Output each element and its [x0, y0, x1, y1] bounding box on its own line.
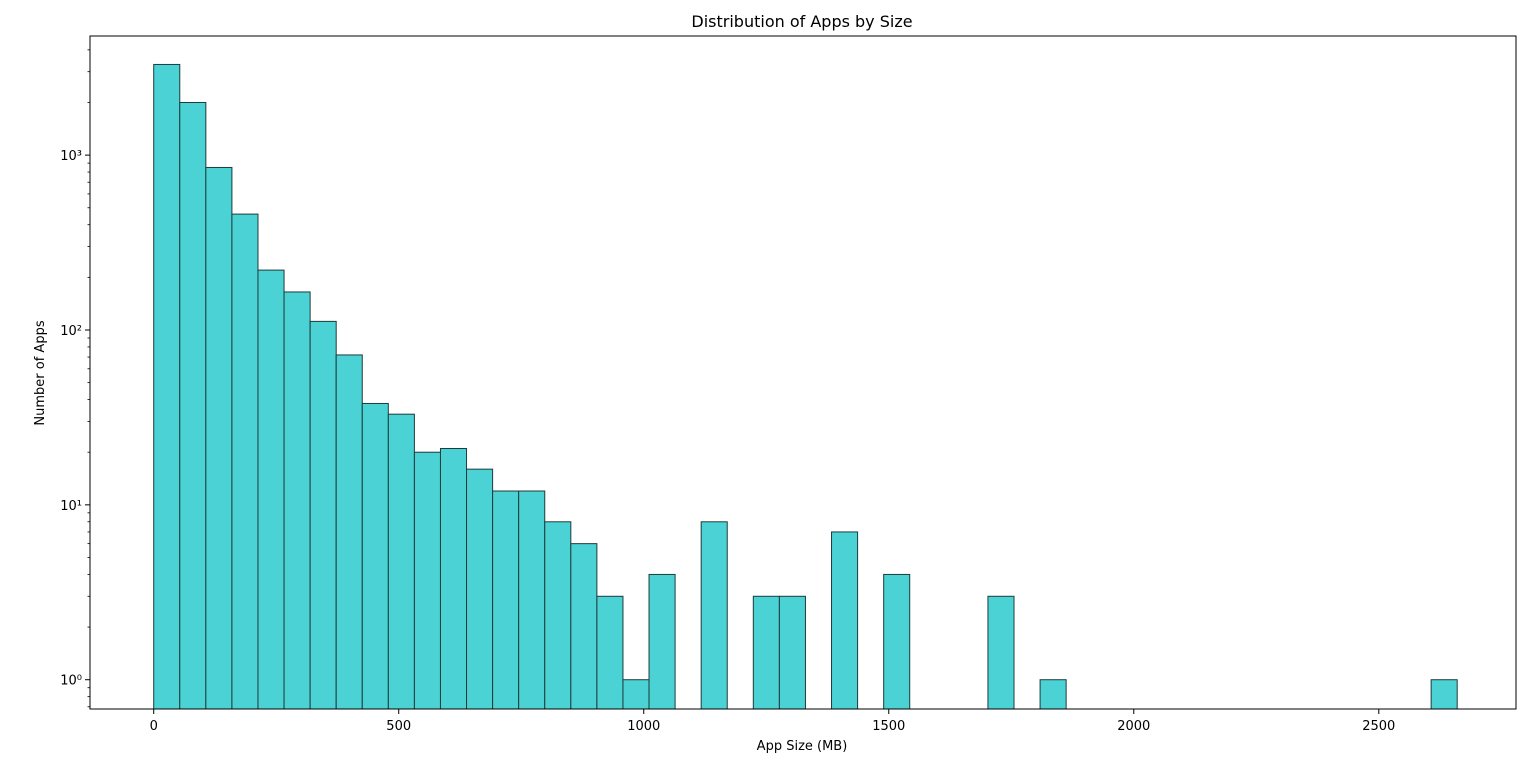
histogram-bar	[570, 543, 598, 710]
x-tick-label: 500	[386, 719, 411, 734]
bars-group	[153, 63, 1458, 710]
histogram-bar	[778, 595, 806, 710]
histogram-bar	[752, 595, 780, 710]
x-axis: 0 500 1000 1500 2000 2500	[150, 709, 1395, 734]
histogram-bar	[883, 573, 911, 710]
histogram-bar	[622, 679, 650, 710]
y-axis-label: Number of Apps	[33, 320, 48, 425]
x-tick-label: 0	[150, 719, 158, 734]
histogram-bar	[544, 521, 572, 710]
histogram-bar	[335, 354, 363, 710]
histogram-bar	[466, 468, 494, 710]
histogram-bar	[205, 166, 233, 710]
histogram-bar	[413, 451, 441, 710]
histogram-bar	[831, 531, 859, 710]
histogram-bar	[987, 595, 1015, 710]
histogram-bar	[283, 291, 311, 710]
y-tick-label: 10³	[60, 149, 82, 164]
x-axis-label: App Size (MB)	[757, 739, 848, 754]
histogram-bar	[387, 413, 415, 710]
x-tick-label: 1500	[872, 719, 905, 734]
chart-title: Distribution of Apps by Size	[691, 12, 912, 31]
histogram-bar	[700, 521, 728, 710]
histogram-bar	[153, 63, 181, 710]
histogram-bar	[257, 269, 285, 710]
x-tick-label: 1000	[627, 719, 660, 734]
y-tick-label: 10¹	[60, 499, 82, 514]
y-tick-label: 10⁰	[60, 674, 82, 689]
histogram-bar	[648, 573, 676, 710]
histogram-bar	[231, 213, 259, 710]
x-tick-label: 2500	[1362, 719, 1395, 734]
histogram-bar	[596, 595, 624, 710]
histogram-bar	[439, 448, 468, 710]
histogram-bar	[518, 490, 546, 710]
histogram-bar	[1039, 679, 1067, 710]
histogram-bar	[179, 101, 207, 710]
plot-frame	[89, 35, 1517, 710]
y-axis: 10⁰ 10¹ 10² 10³	[60, 49, 90, 708]
histogram-bar	[492, 490, 520, 710]
histogram-bar	[309, 320, 337, 710]
y-tick-label: 10²	[60, 324, 82, 339]
x-tick-label: 2000	[1117, 719, 1150, 734]
histogram-bar	[361, 402, 389, 710]
histogram-bar	[1430, 679, 1458, 710]
